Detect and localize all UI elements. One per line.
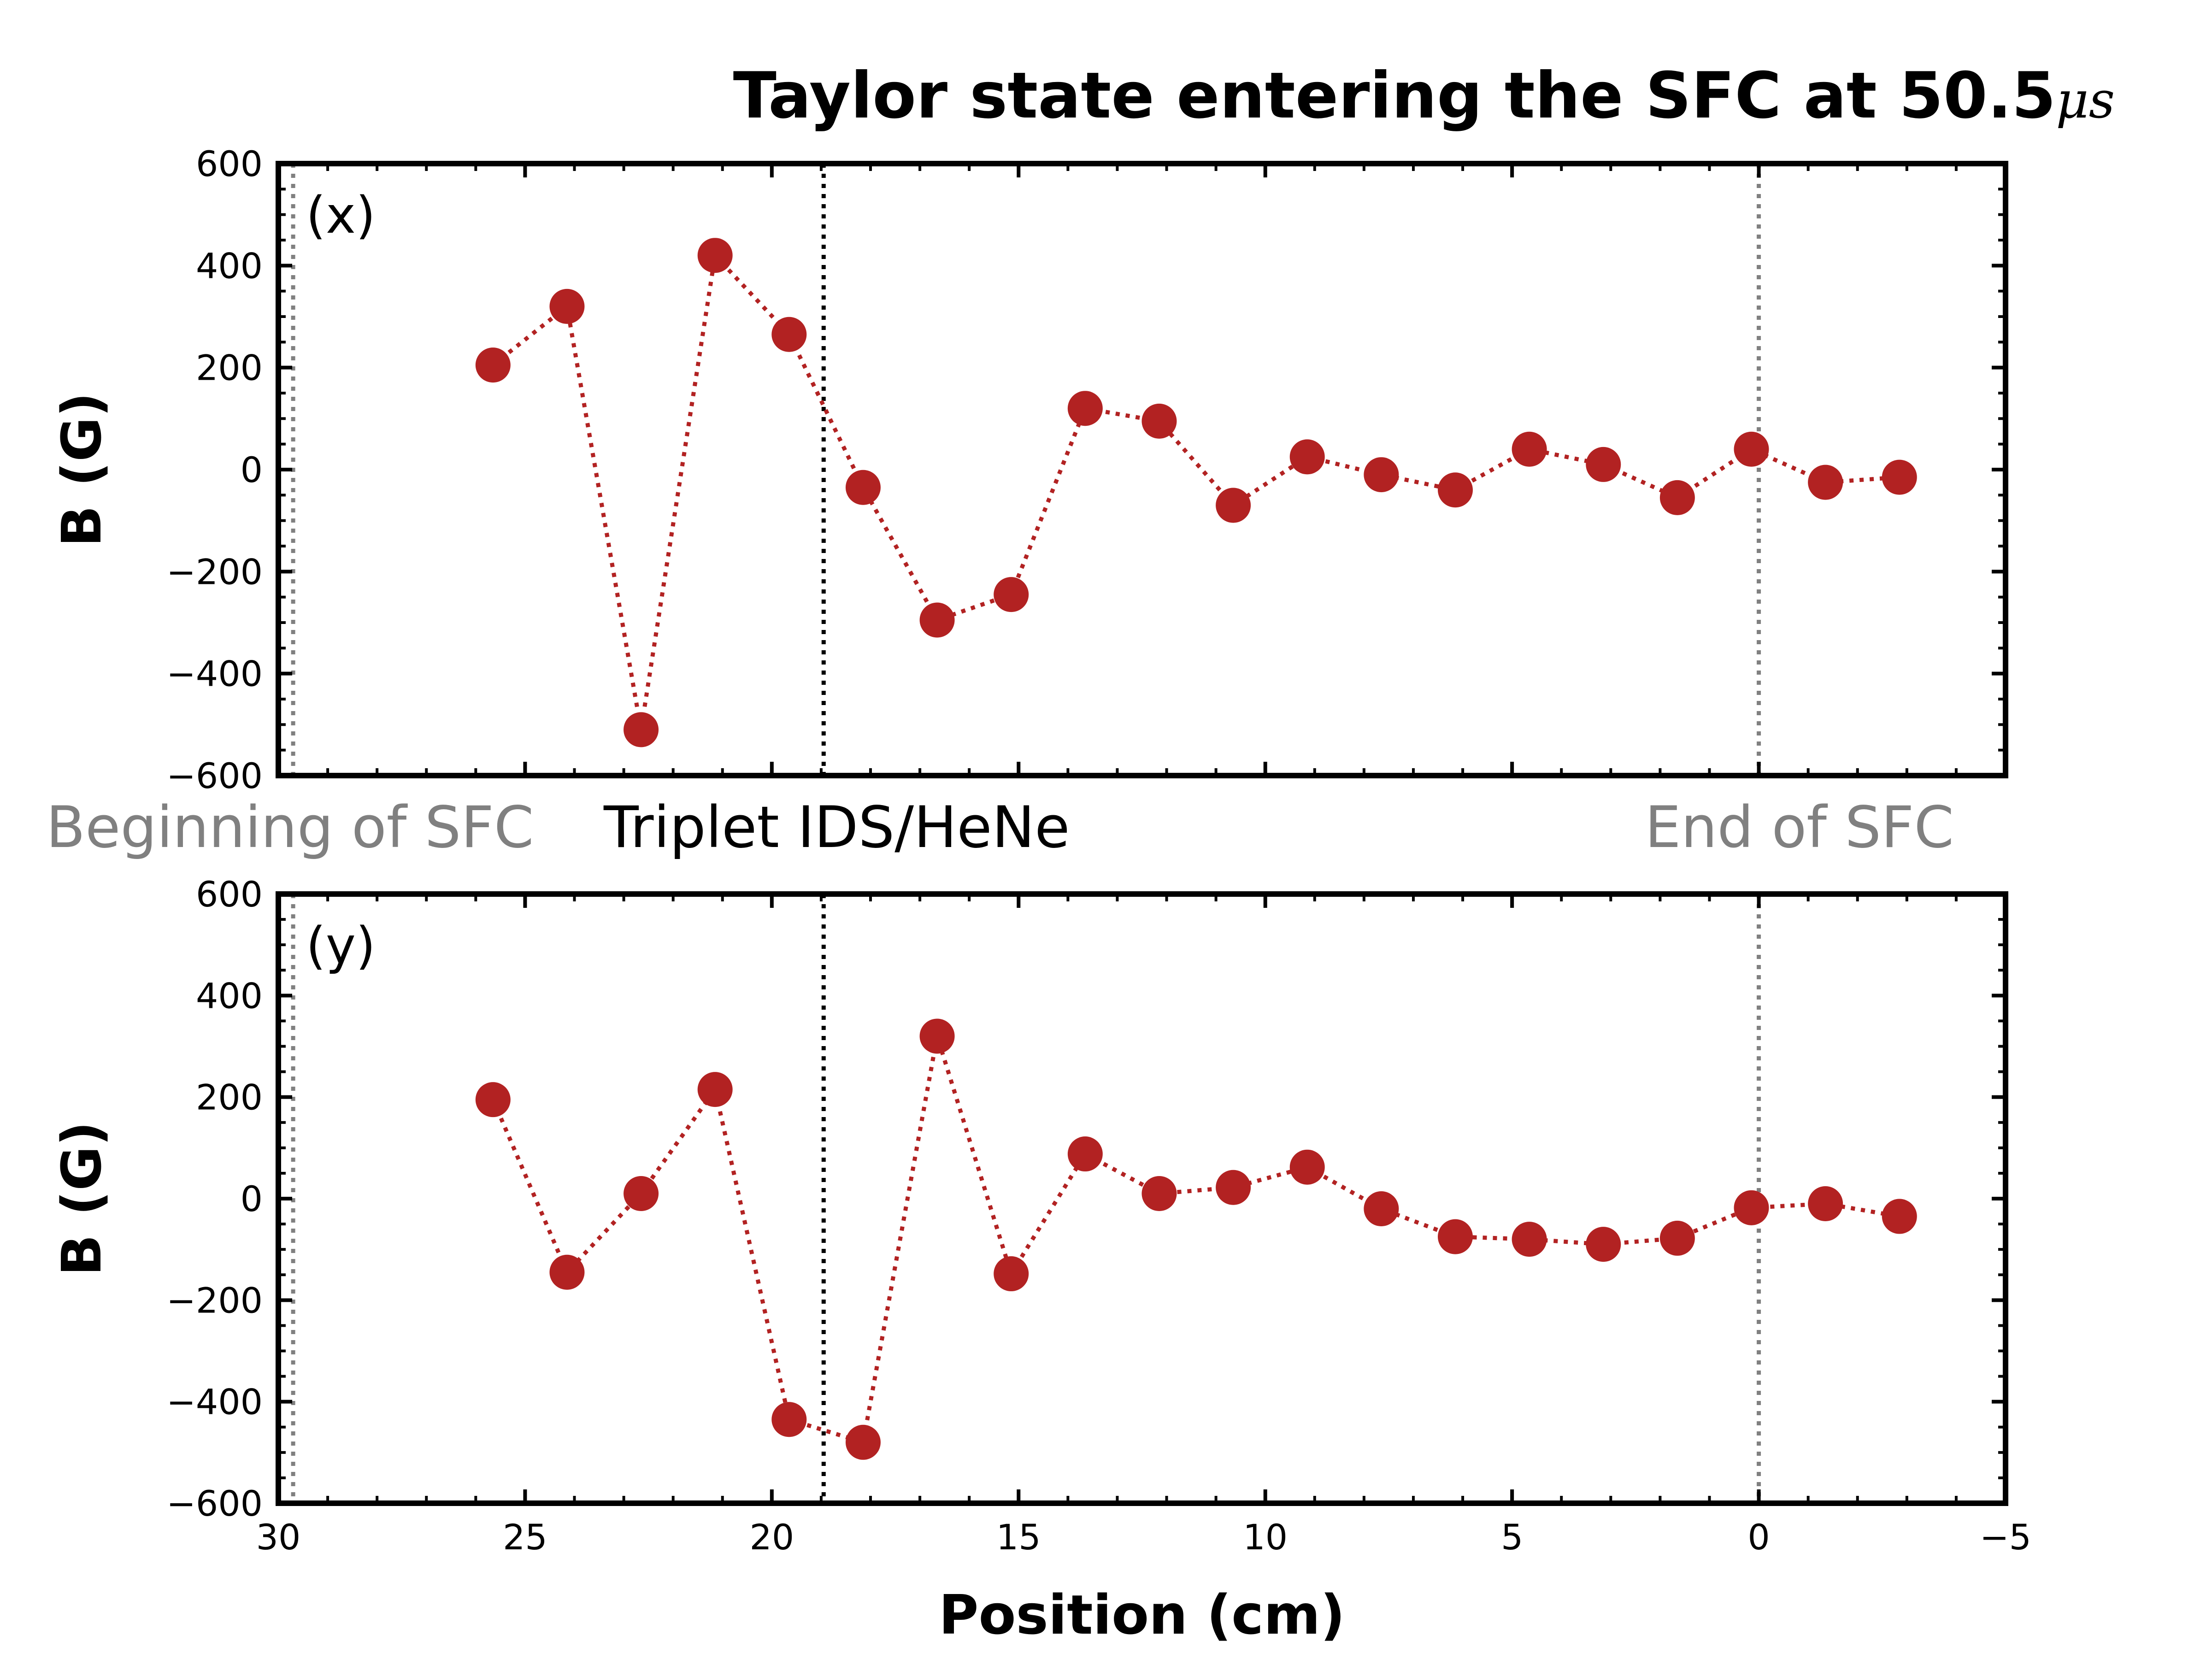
data-point bbox=[1659, 1220, 1695, 1256]
plot-frame bbox=[276, 891, 2008, 1506]
data-point bbox=[1216, 1170, 1251, 1205]
data-point bbox=[1364, 457, 1399, 493]
y-axis-label: B (G) bbox=[50, 392, 113, 547]
data-point bbox=[1882, 1199, 1917, 1234]
annotation-triplet-ids-hene: Triplet IDS/HeNe bbox=[603, 794, 1070, 861]
data-point bbox=[994, 1256, 1029, 1292]
data-point bbox=[1659, 480, 1695, 515]
data-point bbox=[549, 1254, 585, 1290]
data-point bbox=[549, 288, 585, 324]
y-tick-label: 200 bbox=[196, 347, 263, 388]
annotation-end-of-sfc: End of SFC bbox=[1645, 794, 1954, 861]
data-point bbox=[1289, 1149, 1325, 1185]
x-axis-label: Position (cm) bbox=[939, 1583, 1345, 1647]
data-point bbox=[1141, 403, 1177, 439]
data-point bbox=[919, 1018, 955, 1054]
data-point bbox=[1067, 391, 1103, 426]
y-tick-label: −600 bbox=[166, 1483, 263, 1524]
data-point bbox=[1512, 1222, 1547, 1257]
y-tick-label: −600 bbox=[166, 755, 263, 796]
data-point bbox=[1586, 1227, 1621, 1262]
data-point bbox=[845, 1424, 881, 1460]
data-point bbox=[1808, 1186, 1843, 1222]
data-point bbox=[994, 577, 1029, 612]
data-point bbox=[1808, 465, 1843, 500]
data-point bbox=[1512, 431, 1547, 467]
x-tick-label: −5 bbox=[1980, 1517, 2031, 1558]
y-tick-label: −400 bbox=[166, 653, 263, 694]
data-point bbox=[1141, 1176, 1177, 1211]
y-tick-label: −200 bbox=[166, 1280, 263, 1321]
data-point bbox=[1216, 488, 1251, 523]
x-tick-label: 20 bbox=[749, 1517, 794, 1558]
y-tick-label: −400 bbox=[166, 1382, 263, 1423]
data-point bbox=[697, 1072, 733, 1107]
y-tick-label: 400 bbox=[196, 975, 263, 1016]
chart-title: Taylor state entering the SFC at 50.5μs bbox=[733, 59, 2115, 133]
y-tick-label: 200 bbox=[196, 1077, 263, 1118]
x-tick-label: 5 bbox=[1501, 1517, 1523, 1558]
data-point bbox=[475, 1082, 511, 1118]
y-axis-label: B (G) bbox=[50, 1121, 113, 1276]
panel-x: 600 400 200 0 −200 −400 −600 B (G) (x) bbox=[50, 143, 2008, 796]
plot-frame bbox=[276, 161, 2008, 778]
data-point bbox=[624, 712, 659, 747]
data-point bbox=[771, 317, 807, 352]
y-tick-label: 0 bbox=[241, 1178, 263, 1219]
panel-label: (y) bbox=[306, 916, 376, 975]
data-point bbox=[1437, 1219, 1473, 1254]
annotation-beginning-of-sfc: Beginning of SFC bbox=[46, 794, 534, 861]
ticks bbox=[276, 162, 2007, 777]
chart-title-unit: μs bbox=[2056, 71, 2115, 129]
y-tick-label: 0 bbox=[241, 449, 263, 490]
data-point bbox=[1586, 447, 1621, 482]
x-tick-label: 0 bbox=[1747, 1517, 1770, 1558]
x-tick-label: 30 bbox=[256, 1517, 301, 1558]
data-point bbox=[1289, 439, 1325, 475]
data-point bbox=[1437, 472, 1473, 508]
data-point bbox=[771, 1402, 807, 1437]
y-tick-label: 400 bbox=[196, 245, 263, 286]
data-point bbox=[475, 347, 511, 383]
data-point bbox=[624, 1176, 659, 1211]
x-tick-label: 25 bbox=[503, 1517, 547, 1558]
y-tick-label: −200 bbox=[166, 551, 263, 592]
x-tick-label: 15 bbox=[996, 1517, 1041, 1558]
y-tick-label: 600 bbox=[196, 874, 263, 915]
y-tick-label: 600 bbox=[196, 143, 263, 184]
data-point bbox=[1734, 431, 1769, 467]
panel-label: (x) bbox=[306, 186, 376, 245]
data-point bbox=[919, 602, 955, 638]
data-point bbox=[845, 470, 881, 505]
data-point bbox=[697, 238, 733, 273]
data-point bbox=[1364, 1191, 1399, 1227]
data-point bbox=[1734, 1190, 1769, 1225]
x-tick-label: 10 bbox=[1243, 1517, 1288, 1558]
data-point bbox=[1882, 459, 1917, 495]
data-point bbox=[1067, 1136, 1103, 1172]
